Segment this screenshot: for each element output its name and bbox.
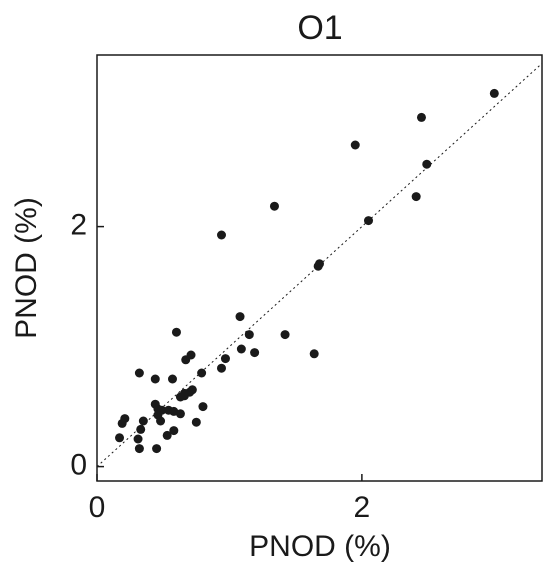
point bbox=[313, 261, 323, 271]
point bbox=[216, 230, 226, 240]
point bbox=[364, 216, 374, 226]
point bbox=[280, 330, 290, 340]
point bbox=[133, 434, 143, 444]
point bbox=[235, 312, 245, 322]
point bbox=[422, 159, 432, 169]
point bbox=[117, 418, 127, 428]
point bbox=[220, 354, 230, 364]
point bbox=[309, 349, 319, 359]
point bbox=[134, 444, 144, 454]
y-tick-label: 2 bbox=[70, 209, 87, 242]
point bbox=[152, 444, 162, 454]
point bbox=[244, 330, 254, 340]
point bbox=[181, 355, 191, 365]
y-axis-label: PNOD (%) bbox=[10, 197, 43, 339]
point bbox=[197, 368, 207, 378]
point bbox=[269, 201, 279, 211]
point bbox=[179, 388, 189, 398]
point bbox=[191, 417, 201, 427]
point bbox=[169, 426, 179, 436]
plot-frame bbox=[96, 54, 543, 482]
point bbox=[236, 344, 246, 354]
point bbox=[167, 374, 177, 384]
chart-title: O1 bbox=[297, 9, 342, 47]
y-tick-label: 0 bbox=[70, 449, 87, 482]
x-axis-label: PNOD (%) bbox=[249, 530, 391, 563]
point bbox=[411, 192, 421, 202]
x-tick-label: 0 bbox=[89, 491, 106, 524]
point bbox=[138, 416, 148, 426]
point bbox=[489, 88, 499, 98]
point bbox=[250, 348, 260, 358]
point bbox=[136, 424, 146, 434]
point bbox=[162, 430, 172, 440]
point bbox=[134, 368, 144, 378]
point bbox=[175, 409, 185, 419]
point bbox=[416, 112, 426, 122]
point bbox=[350, 140, 360, 150]
point bbox=[216, 363, 226, 373]
point bbox=[150, 374, 160, 384]
point bbox=[171, 327, 181, 337]
point bbox=[115, 433, 125, 443]
point bbox=[156, 416, 166, 426]
point bbox=[198, 402, 208, 412]
x-tick-label: 2 bbox=[354, 491, 371, 524]
